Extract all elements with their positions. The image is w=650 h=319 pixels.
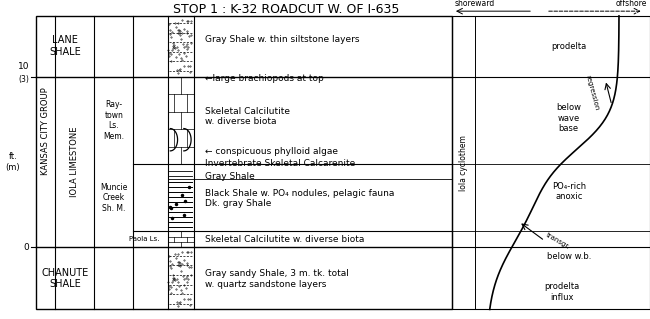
Text: PO₄-rich
anoxic: PO₄-rich anoxic xyxy=(552,182,586,201)
Text: CHANUTE
SHALE: CHANUTE SHALE xyxy=(42,268,88,289)
Text: Invertebrate Skeletal Calcarenite: Invertebrate Skeletal Calcarenite xyxy=(205,159,355,168)
Text: 0: 0 xyxy=(23,243,29,252)
Bar xyxy=(452,16,650,309)
Text: STOP 1 : K-32 ROADCUT W. OF I-635: STOP 1 : K-32 ROADCUT W. OF I-635 xyxy=(173,3,399,16)
Text: (3): (3) xyxy=(18,75,29,84)
Text: offshore: offshore xyxy=(616,0,647,8)
Text: ft.
(m): ft. (m) xyxy=(6,152,20,172)
Text: below
wave
base: below wave base xyxy=(556,103,581,133)
Text: prodelta: prodelta xyxy=(551,42,586,51)
Text: prodelta
influx: prodelta influx xyxy=(545,282,580,301)
Text: ←large brachiopods at top: ←large brachiopods at top xyxy=(205,74,324,83)
Text: Ray-
town
Ls.
Mem.: Ray- town Ls. Mem. xyxy=(103,100,124,141)
Text: Gray Shale: Gray Shale xyxy=(205,172,255,181)
Text: ← conspicuous phylloid algae: ← conspicuous phylloid algae xyxy=(205,147,338,156)
Text: Black Shale w. PO₄ nodules, pelagic fauna
Dk. gray Shale: Black Shale w. PO₄ nodules, pelagic faun… xyxy=(205,189,394,208)
Text: Gray Shale w. thin siltstone layers: Gray Shale w. thin siltstone layers xyxy=(205,35,359,44)
Text: Skeletal Calcilutite w. diverse biota: Skeletal Calcilutite w. diverse biota xyxy=(205,235,364,244)
Text: IOLA LIMESTONE: IOLA LIMESTONE xyxy=(70,127,79,197)
Text: below w.b.: below w.b. xyxy=(547,252,591,261)
Text: shoreward: shoreward xyxy=(455,0,495,8)
Text: Iola cyclothem: Iola cyclothem xyxy=(459,135,468,191)
Text: Skeletal Calcilutite
w. diverse biota: Skeletal Calcilutite w. diverse biota xyxy=(205,107,290,126)
Text: LANE
SHALE: LANE SHALE xyxy=(49,35,81,57)
Text: Muncie
Creek
Sh. M.: Muncie Creek Sh. M. xyxy=(100,183,127,213)
Text: Gray sandy Shale, 3 m. tk. total
w. quartz sandstone layers: Gray sandy Shale, 3 m. tk. total w. quar… xyxy=(205,270,348,289)
Text: Paola Ls.: Paola Ls. xyxy=(129,236,159,242)
Text: KANSAS CITY GROUP: KANSAS CITY GROUP xyxy=(41,88,50,175)
Bar xyxy=(36,16,452,309)
Text: regression: regression xyxy=(585,74,600,111)
Text: transgr.: transgr. xyxy=(545,232,571,250)
Text: 10: 10 xyxy=(18,63,29,71)
